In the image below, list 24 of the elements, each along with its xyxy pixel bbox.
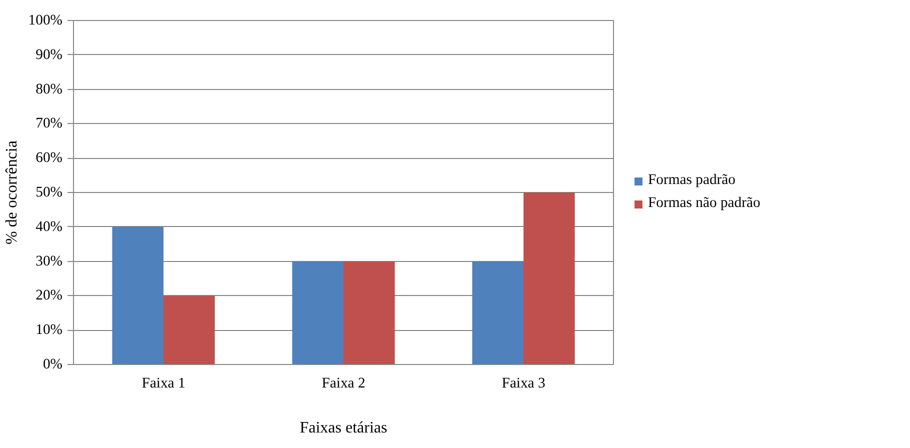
bar: [472, 261, 524, 364]
bar: [524, 192, 575, 364]
x-tick-label: Faixa 2: [322, 376, 366, 392]
y-tick-label: 50%: [36, 184, 63, 200]
bar: [164, 296, 215, 364]
y-tick-label: 100%: [28, 12, 63, 28]
y-tick-label: 60%: [36, 150, 63, 166]
bar: [112, 226, 164, 364]
bar: [292, 261, 344, 364]
y-tick-label: 20%: [36, 288, 63, 304]
y-tick-label: 80%: [36, 81, 63, 98]
bar: [344, 261, 395, 364]
y-tick-label: 10%: [36, 322, 63, 338]
x-tick-label: Faixa 1: [142, 376, 186, 392]
y-tick-label: 30%: [36, 253, 63, 270]
y-axis-title: % de ocorrência: [3, 140, 20, 244]
y-tick-label: 0%: [42, 356, 63, 372]
y-tick-label: 40%: [36, 218, 63, 235]
legend-label: Formas não padrão: [648, 195, 760, 212]
x-axis-title: Faixas etárias: [300, 420, 388, 436]
y-tick-label: 90%: [36, 46, 63, 63]
y-tick-label: 70%: [36, 116, 63, 132]
legend-label: Formas padrão: [648, 172, 736, 189]
x-tick-label: Faixa 3: [502, 376, 546, 392]
